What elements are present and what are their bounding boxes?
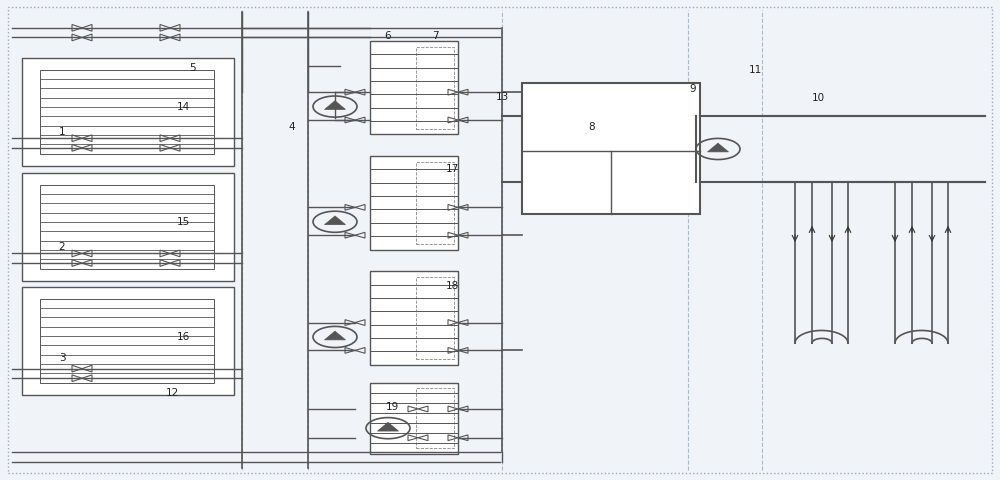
FancyBboxPatch shape bbox=[8, 7, 992, 473]
Text: 8: 8 bbox=[589, 122, 595, 132]
Text: 14: 14 bbox=[176, 102, 190, 111]
Text: 9: 9 bbox=[690, 84, 696, 94]
FancyBboxPatch shape bbox=[370, 156, 458, 250]
Text: 6: 6 bbox=[385, 31, 391, 41]
Text: 15: 15 bbox=[176, 217, 190, 227]
FancyBboxPatch shape bbox=[370, 41, 458, 134]
Text: 19: 19 bbox=[385, 402, 399, 412]
Polygon shape bbox=[325, 216, 345, 225]
Polygon shape bbox=[708, 143, 728, 152]
Text: 10: 10 bbox=[811, 94, 825, 103]
FancyBboxPatch shape bbox=[40, 185, 214, 269]
Text: 7: 7 bbox=[432, 31, 438, 41]
Text: 4: 4 bbox=[289, 122, 295, 132]
FancyBboxPatch shape bbox=[370, 383, 458, 454]
FancyBboxPatch shape bbox=[370, 271, 458, 365]
FancyBboxPatch shape bbox=[22, 173, 234, 281]
Polygon shape bbox=[378, 422, 398, 431]
Text: 3: 3 bbox=[59, 353, 65, 362]
Text: 13: 13 bbox=[495, 92, 509, 102]
Text: 1: 1 bbox=[59, 127, 65, 137]
FancyBboxPatch shape bbox=[522, 83, 700, 214]
FancyBboxPatch shape bbox=[22, 287, 234, 395]
Text: 16: 16 bbox=[176, 332, 190, 342]
Text: 18: 18 bbox=[445, 281, 459, 290]
Text: 12: 12 bbox=[165, 388, 179, 397]
Text: 2: 2 bbox=[59, 242, 65, 252]
FancyBboxPatch shape bbox=[22, 58, 234, 166]
Text: 17: 17 bbox=[445, 164, 459, 174]
Text: 11: 11 bbox=[748, 65, 762, 74]
Text: 5: 5 bbox=[190, 63, 196, 73]
FancyBboxPatch shape bbox=[40, 70, 214, 154]
Polygon shape bbox=[325, 331, 345, 340]
Polygon shape bbox=[325, 101, 345, 109]
FancyBboxPatch shape bbox=[40, 299, 214, 383]
